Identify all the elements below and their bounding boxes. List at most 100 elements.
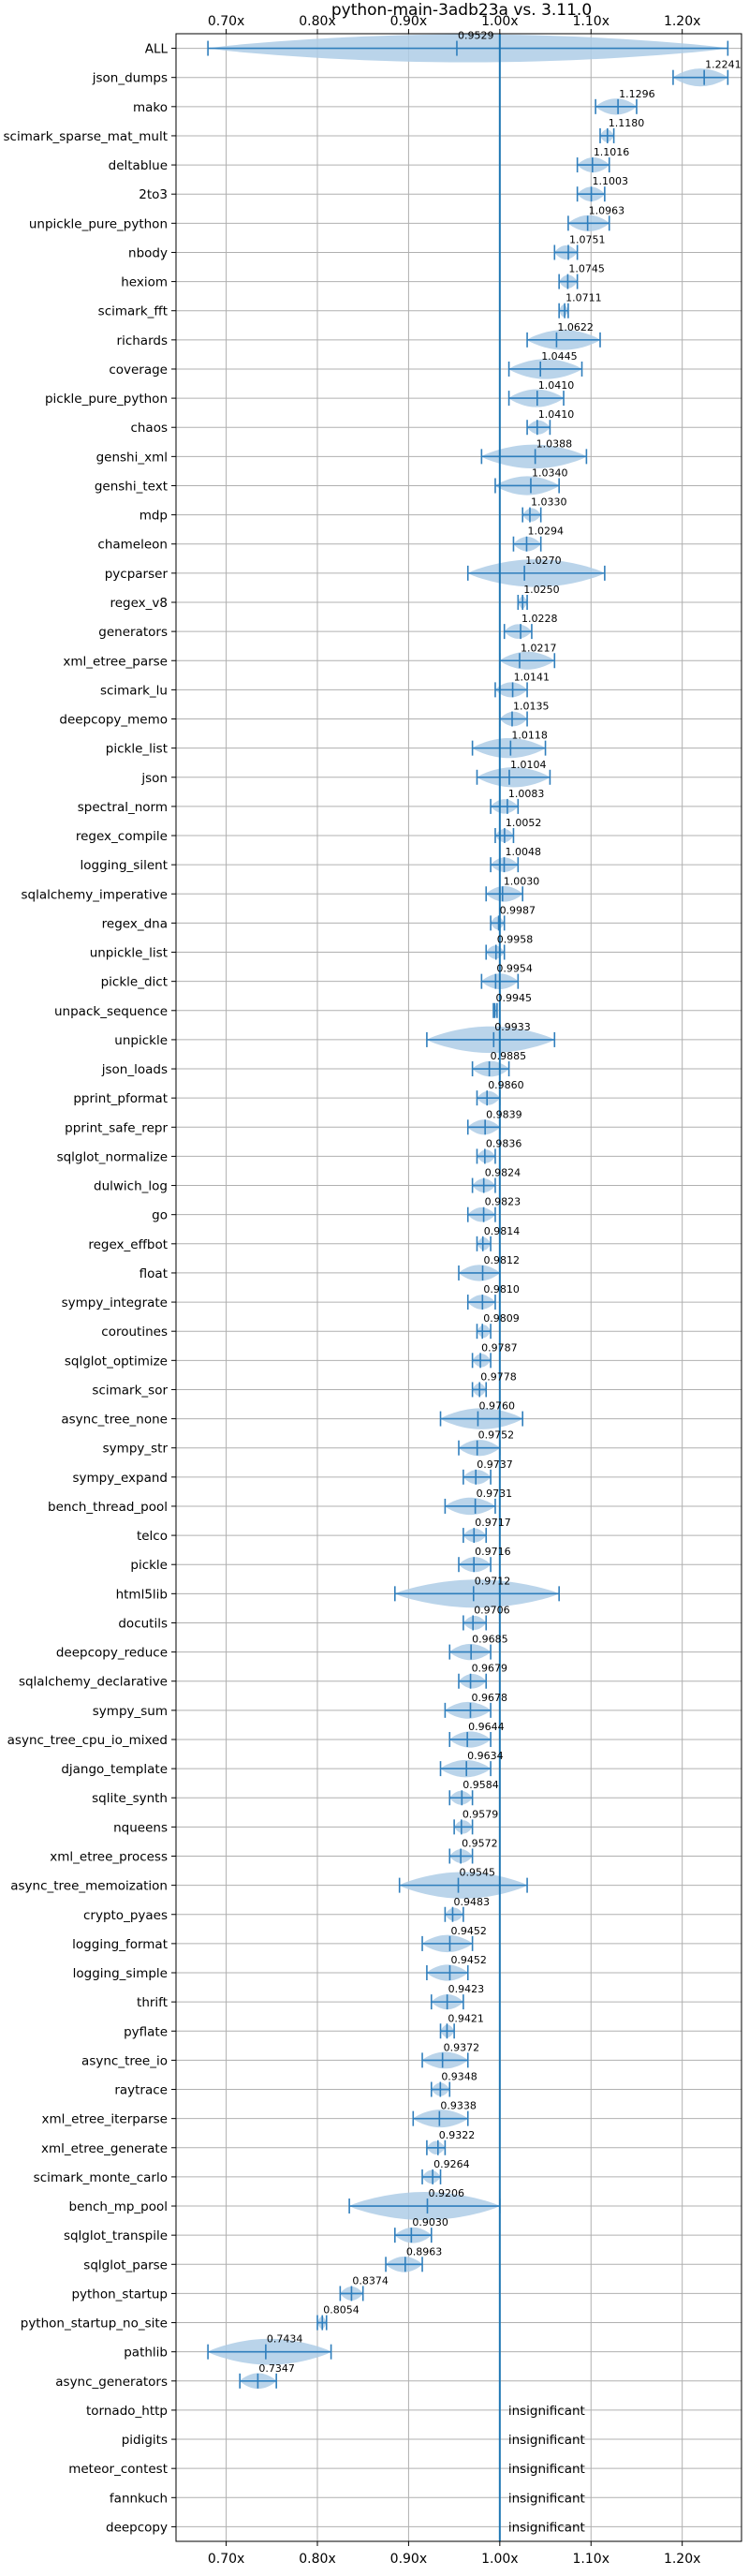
median-value-label: 0.9644	[468, 1721, 505, 1733]
median-value-label: 1.0340	[532, 466, 568, 479]
category-label: bench_thread_pool	[48, 1500, 168, 1515]
median-value-label: 1.0118	[511, 730, 548, 742]
category-label: sqlalchemy_imperative	[22, 887, 169, 902]
x-tick-label-top: 1.20x	[664, 14, 700, 29]
category-label: sqlalchemy_declarative	[19, 1675, 168, 1690]
median-value-label: 0.9954	[496, 963, 533, 975]
median-value-label: 0.9678	[471, 1692, 507, 1704]
category-label: async_tree_memoization	[10, 1879, 168, 1894]
category-label: sympy_sum	[93, 1704, 168, 1719]
median-value-label: 1.1180	[609, 117, 645, 129]
category-label: nbody	[128, 245, 168, 260]
median-value-label: 0.9421	[448, 2012, 483, 2024]
median-value-label: 1.0711	[565, 292, 602, 304]
category-label: regex_effbot	[88, 1237, 168, 1252]
category-label: pickle_list	[106, 742, 168, 757]
median-value-label: 0.9706	[474, 1604, 509, 1616]
median-value-label: 0.8963	[406, 2245, 443, 2258]
category-label: pickle_pure_python	[45, 392, 168, 407]
insignificant-label: insignificant	[508, 2433, 585, 2448]
median-value-label: 1.2241	[705, 59, 742, 71]
median-value-label: 0.9839	[486, 1108, 522, 1120]
category-label: sympy_expand	[72, 1471, 168, 1486]
category-label: unpickle_list	[90, 946, 168, 961]
median-value-label: 0.9206	[428, 2187, 464, 2199]
category-label: sqlglot_transpile	[64, 2228, 168, 2243]
category-label: pprint_pformat	[73, 1091, 168, 1106]
x-tick-label-bottom: 0.80x	[299, 2552, 335, 2567]
category-label: scimark_monte_carlo	[34, 2170, 168, 2185]
category-label: dulwich_log	[94, 1179, 168, 1194]
category-label: async_tree_io	[81, 2053, 168, 2068]
median-value-label: 0.9679	[472, 1663, 508, 1675]
category-label: coverage	[109, 363, 168, 378]
category-label: async_tree_none	[61, 1413, 168, 1428]
median-value-label: 0.9787	[481, 1341, 518, 1354]
median-value-label: 0.9545	[460, 1867, 496, 1879]
median-value-label: 0.9823	[485, 1196, 521, 1208]
category-label: python_startup	[71, 2287, 168, 2302]
median-value-label: 0.9836	[486, 1137, 522, 1149]
category-label: bench_mp_pool	[69, 2199, 168, 2214]
category-label: scimark_sor	[92, 1383, 168, 1398]
category-label: xml_etree_iterparse	[42, 2112, 169, 2127]
median-value-label: 0.9338	[440, 2100, 477, 2112]
chart-title: python-main-3adb23a vs. 3.11.0	[331, 1, 592, 20]
median-value-label: 1.0622	[557, 321, 594, 333]
x-tick-label-bottom: 1.20x	[664, 2552, 700, 2567]
median-value-label: 1.0228	[521, 613, 558, 625]
insignificant-label: insignificant	[508, 2491, 585, 2506]
median-value-label: 1.0410	[538, 379, 575, 392]
category-label: pycparser	[105, 567, 169, 582]
category-label: 2to3	[139, 187, 168, 202]
category-label: chaos	[130, 421, 168, 436]
category-label: sqlite_synth	[92, 1791, 168, 1806]
category-label: unpack_sequence	[54, 1004, 168, 1019]
category-label: logging_simple	[73, 1966, 168, 1981]
median-value-label: 1.1296	[619, 88, 655, 100]
median-value-label: 1.0388	[536, 437, 573, 450]
median-value-label: 0.9030	[412, 2216, 448, 2228]
category-label: deepcopy_reduce	[56, 1646, 168, 1661]
category-label: telco	[137, 1529, 168, 1544]
median-value-label: 1.0270	[525, 555, 562, 567]
median-value-label: 1.0030	[504, 875, 540, 887]
category-label: sympy_integrate	[62, 1295, 168, 1310]
category-label: meteor_contest	[68, 2462, 168, 2477]
category-label: unpickle	[114, 1033, 168, 1048]
median-value-label: 0.9717	[475, 1517, 511, 1529]
category-label: logging_format	[72, 1937, 168, 1952]
category-label: regex_v8	[110, 596, 168, 611]
category-label: pidigits	[122, 2433, 168, 2448]
median-value-label: 0.9584	[463, 1779, 499, 1791]
x-tick-label-top: 1.00x	[481, 14, 518, 29]
median-value-label: 1.0445	[541, 350, 578, 363]
median-value-label: 0.9348	[441, 2071, 477, 2083]
labels: 0.70x 0.70x 0.80x 0.80x 0.90x 0.90x 1.00x 1.00x…	[4, 14, 742, 2567]
median-value-label: 0.8374	[352, 2274, 389, 2287]
median-value-label: 0.9529	[458, 30, 494, 42]
median-value-label: 0.9933	[494, 1021, 531, 1033]
x-tick-label-bottom: 0.90x	[390, 2552, 427, 2567]
median-value-label: 0.9987	[500, 904, 536, 916]
median-value-label: 0.9760	[478, 1400, 515, 1413]
median-value-label: 0.9824	[485, 1167, 521, 1179]
category-label: thrift	[137, 1995, 168, 2010]
category-label: richards	[117, 333, 168, 348]
median-value-label: 1.0141	[514, 671, 551, 683]
x-tick-label-top: 0.80x	[299, 14, 335, 29]
category-label: json_loads	[101, 1062, 168, 1077]
category-label: regex_compile	[76, 829, 168, 844]
median-value-label: 1.0294	[527, 526, 564, 538]
median-value-label: 0.9778	[480, 1370, 517, 1383]
median-value-label: 0.9752	[478, 1429, 515, 1442]
median-value-label: 0.7347	[258, 2362, 295, 2375]
category-label: genshi_xml	[96, 450, 168, 465]
median-value-label: 1.0135	[513, 701, 550, 713]
median-value-label: 0.9372	[444, 2041, 480, 2053]
category-label: float	[140, 1266, 168, 1281]
category-label: raytrace	[114, 2083, 168, 2098]
median-value-label: 1.0048	[506, 846, 542, 858]
category-label: deepcopy	[106, 2520, 168, 2535]
